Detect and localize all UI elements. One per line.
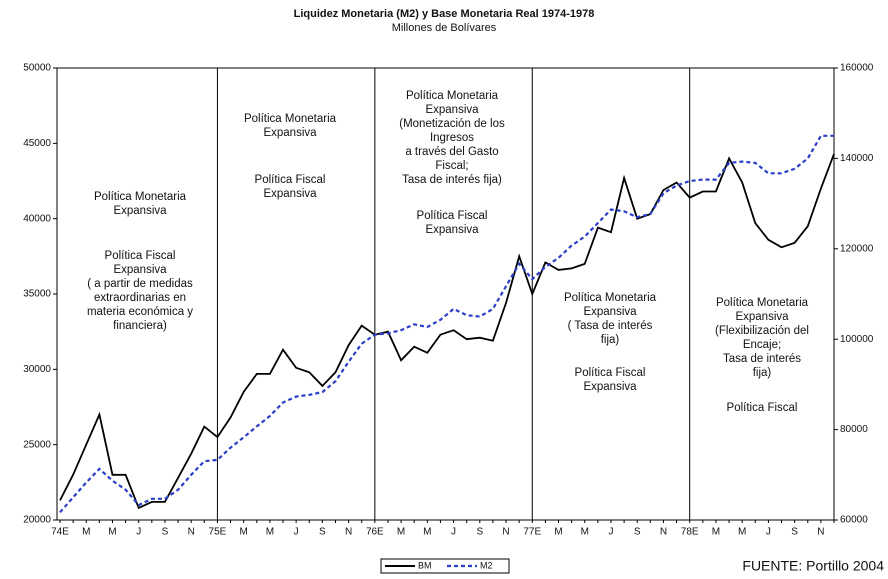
annotation-line: Política Monetaria <box>244 113 337 125</box>
annotation: Política Monetaria Expansiva ( Tasa de int… <box>564 292 657 346</box>
y2-tick-label: 100000 <box>840 334 874 345</box>
annotation: Política Fiscal Expansiva <box>255 174 326 200</box>
annotation-line: Expansiva <box>425 224 479 236</box>
y-tick-label: 45000 <box>23 138 51 149</box>
x-tick-label: 76E <box>366 527 384 538</box>
x-tick-label: M <box>423 527 431 538</box>
x-tick-label: 77E <box>523 527 541 538</box>
chart-title: Liquidez Monetaria (M2) y Base Monetaria… <box>294 8 595 20</box>
x-tick-label: J <box>451 527 456 538</box>
y2-tick-label: 140000 <box>840 153 874 164</box>
annotation-line: Expansiva <box>263 188 317 200</box>
x-tick-label: S <box>162 527 169 538</box>
annotation-line: Política Monetaria <box>94 191 187 203</box>
annotation-line: Política Fiscal <box>255 174 326 186</box>
annotation-line: Política Fiscal <box>417 210 488 222</box>
annotation-line: (Flexibilización del <box>715 325 809 337</box>
x-tick-label: J <box>294 527 299 538</box>
annotation: Política Fiscal <box>727 402 798 414</box>
legend-box <box>380 558 510 574</box>
x-tick-label: S <box>634 527 641 538</box>
y2-tick-label: 120000 <box>840 243 874 254</box>
legend-label: M2 <box>480 560 493 570</box>
x-tick-label: 74E <box>51 527 69 538</box>
x-tick-label: M <box>239 527 247 538</box>
annotation-line: Política Fiscal <box>105 250 176 262</box>
annotation: Política Fiscal Expansiva ( a partir de me… <box>87 250 193 332</box>
annotation: Política Monetaria Expansiva (Flexibilizac… <box>715 297 809 379</box>
x-tick-label: M <box>712 527 720 538</box>
y-tick-label: 35000 <box>23 289 51 300</box>
annotation-line: Política Monetaria <box>716 297 809 309</box>
annotation-line: Política Monetaria <box>564 292 657 304</box>
x-tick-label: S <box>319 527 326 538</box>
annotation-line: ( a partir de medidas <box>87 278 193 290</box>
x-tick-label: M <box>738 527 746 538</box>
x-tick-label: N <box>817 527 824 538</box>
annotation-line: ( Tasa de interés <box>568 320 653 332</box>
series-line <box>59 153 835 510</box>
y-tick-label: 50000 <box>23 63 51 74</box>
annotation: Política Monetaria Expansiva <box>94 191 187 217</box>
chart-subtitle: Millones de Bolívares <box>392 22 497 34</box>
x-tick-label: 78E <box>681 527 699 538</box>
annotation-line: fija) <box>601 334 620 346</box>
annotation: Política Monetaria Expansiva (Monetización… <box>399 90 505 186</box>
annotation-line: Expansiva <box>113 264 167 276</box>
x-tick-label: M <box>82 527 90 538</box>
annotation-line: Expansiva <box>425 104 479 116</box>
annotation-line: financiera) <box>113 320 167 332</box>
y-tick-label: 30000 <box>23 364 51 375</box>
annotation: Política Fiscal Expansiva <box>575 367 646 393</box>
annotation-line: Expansiva <box>263 127 317 139</box>
annotation-line: (Monetización de los <box>399 118 505 130</box>
x-tick-label: M <box>266 527 274 538</box>
annotation-line: extraordinarias en <box>94 292 186 304</box>
y2-tick-label: 80000 <box>840 424 868 435</box>
annotation: Política Monetaria Expansiva <box>244 113 337 139</box>
x-tick-label: S <box>476 527 483 538</box>
annotation-line: Expansiva <box>735 311 789 323</box>
y2-tick-label: 60000 <box>840 515 868 526</box>
annotation-line: Tasa de interés fija) <box>402 174 502 186</box>
annotation-line: fija) <box>753 367 772 379</box>
x-tick-label: N <box>188 527 195 538</box>
source: FUENTE: Portillo 2004 <box>742 558 884 574</box>
annotation-line: Política Fiscal <box>575 367 646 379</box>
x-tick-label: J <box>608 527 613 538</box>
annotation-line: a través del Gasto <box>405 146 498 158</box>
annotation-line: Expansiva <box>113 205 167 217</box>
annotation-line: Ingresos <box>430 132 474 144</box>
y2-tick-label: 160000 <box>840 63 874 74</box>
x-tick-label: S <box>791 527 798 538</box>
annotation-line: Tasa de interés <box>723 353 801 365</box>
x-tick-label: M <box>554 527 562 538</box>
annotation-line: Expansiva <box>583 381 637 393</box>
annotation: Política Fiscal Expansiva <box>417 210 488 236</box>
y-tick-label: 20000 <box>23 515 51 526</box>
annotation-line: Política Monetaria <box>406 90 499 102</box>
series-line <box>59 134 834 514</box>
x-tick-label: M <box>581 527 589 538</box>
y-tick-label: 25000 <box>23 439 51 450</box>
x-tick-label: M <box>397 527 405 538</box>
x-tick-label: N <box>502 527 509 538</box>
x-tick-label: M <box>108 527 116 538</box>
x-tick-label: J <box>136 527 141 538</box>
annotation-line: Expansiva <box>583 306 637 318</box>
x-tick-label: N <box>660 527 667 538</box>
annotation-line: Política Fiscal <box>727 402 798 414</box>
x-tick-label: N <box>345 527 352 538</box>
legend-label: BM <box>418 560 432 570</box>
annotation-line: Fiscal; <box>435 160 468 172</box>
annotation-line: Encaje; <box>743 339 781 351</box>
x-tick-label: J <box>766 527 771 538</box>
x-tick-label: 75E <box>209 527 227 538</box>
y-tick-label: 40000 <box>23 213 51 224</box>
annotation-line: materia económica y <box>87 306 193 318</box>
